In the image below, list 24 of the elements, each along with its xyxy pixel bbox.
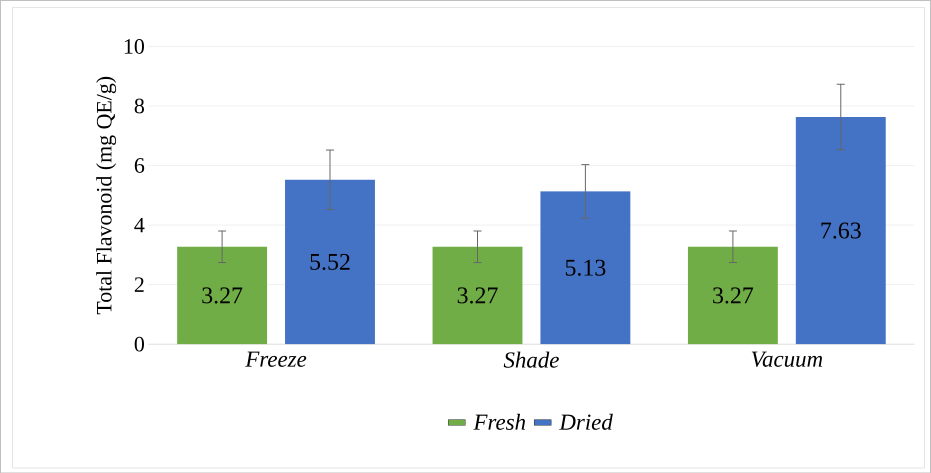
y-tick-label: 2 xyxy=(134,277,144,292)
y-tick-label: 10 xyxy=(124,38,144,54)
data-label: 3.27 xyxy=(202,287,242,304)
bar xyxy=(285,180,375,344)
data-label: 3.27 xyxy=(713,287,754,304)
data-label: 5.52 xyxy=(310,254,350,270)
x-tick-label: Freeze xyxy=(245,351,306,367)
x-tick-label: Shade xyxy=(504,351,559,368)
data-label: 5.13 xyxy=(566,259,606,276)
y-tick-label: 6 xyxy=(134,158,144,173)
y-tick-label: 8 xyxy=(134,98,144,114)
data-label: 7.63 xyxy=(821,222,861,238)
y-tick-label: 0 xyxy=(134,336,144,352)
data-label: 3.27 xyxy=(458,287,498,304)
bar xyxy=(540,191,630,344)
bar xyxy=(796,116,886,344)
bar xyxy=(177,246,268,344)
legend-label: Fresh xyxy=(473,414,526,430)
x-tick-label: Vacuum xyxy=(752,351,822,367)
y-tick-label: 4 xyxy=(134,218,144,232)
bar xyxy=(688,246,778,344)
y-axis-title: Total Flavonoid (mg QE/g) xyxy=(96,76,116,314)
bar xyxy=(432,246,522,344)
legend-label: Dried xyxy=(559,414,613,430)
